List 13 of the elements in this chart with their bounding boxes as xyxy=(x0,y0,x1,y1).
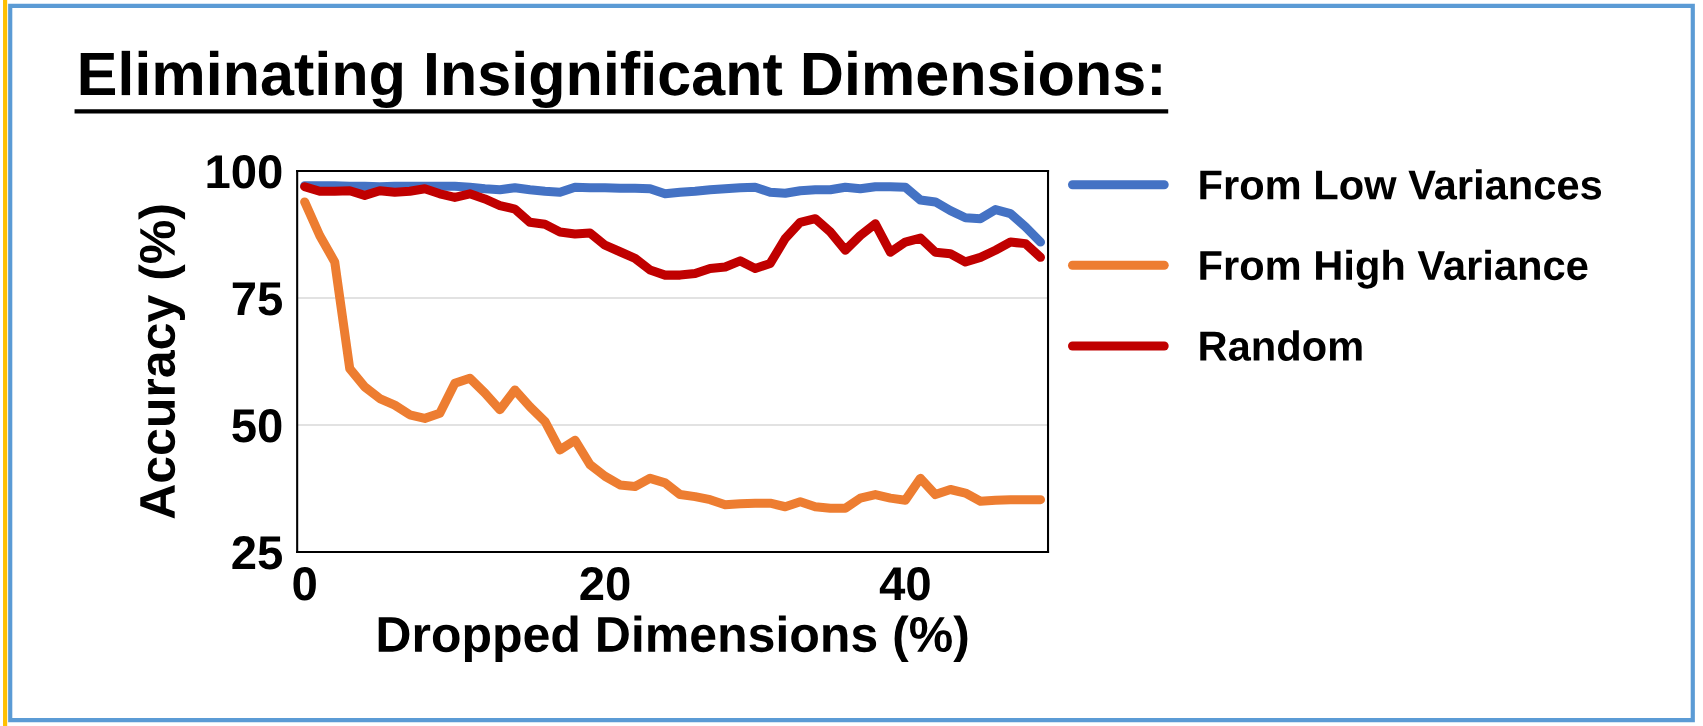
legend-label: Random xyxy=(1200,330,1362,361)
legend-label: From Low Variances xyxy=(1200,169,1602,200)
x-tick-label: 40 xyxy=(879,567,930,601)
y-tick-label: 75 xyxy=(232,282,282,316)
y-tick-label: 50 xyxy=(232,409,282,443)
x-axis-title: Dropped Dimensions (%) xyxy=(378,615,968,663)
y-axis-title: Accuracy (%) xyxy=(138,205,186,519)
legend-label: From High Variance xyxy=(1200,249,1588,289)
x-tick-label: 20 xyxy=(580,567,630,601)
y-tick-label: 25 xyxy=(232,536,282,570)
y-tick-label: 100 xyxy=(207,155,282,189)
chart-title: Eliminating Insignificant Dimensions: xyxy=(80,50,1161,109)
x-tick-label: 0 xyxy=(293,567,316,601)
